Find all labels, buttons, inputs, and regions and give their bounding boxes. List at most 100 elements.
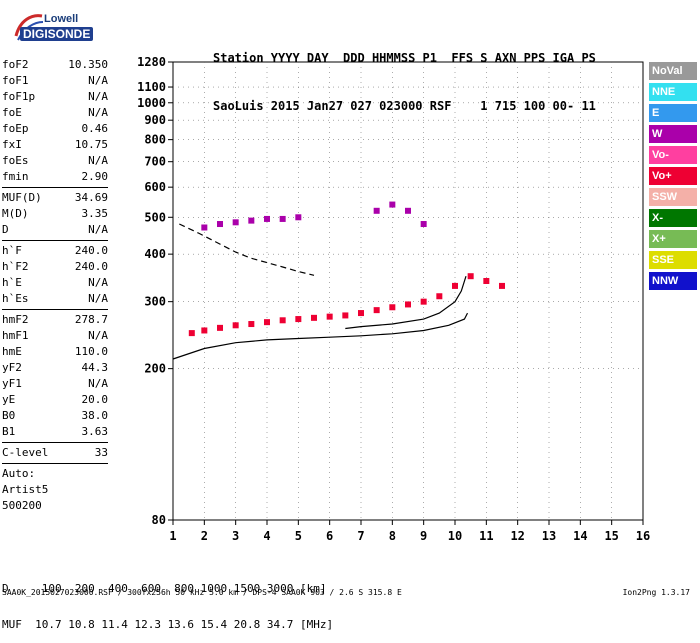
param-divider	[2, 309, 108, 310]
y-tick-label: 900	[144, 113, 166, 127]
param-row-mufd: MUF(D) 34.69	[2, 190, 108, 206]
x-tick-label: 10	[448, 529, 462, 543]
param-name: foEp	[2, 122, 29, 135]
data-point	[499, 282, 505, 289]
param-name: foF2	[2, 58, 29, 71]
x-tick-label: 14	[573, 529, 587, 543]
x-tick-label: 3	[232, 529, 239, 543]
y-tick-label: 300	[144, 295, 166, 309]
data-point	[373, 307, 380, 314]
x-tick-label: 8	[389, 529, 396, 543]
data-point	[342, 312, 349, 319]
y-tick-label: 700	[144, 155, 166, 169]
param-row-hf: h`F 240.0	[2, 243, 108, 259]
param-name: h`F2	[2, 260, 29, 273]
param-row-yf2: yF2 44.3	[2, 360, 108, 376]
param-divider	[2, 240, 108, 241]
x-tick-label: 16	[636, 529, 650, 543]
data-point	[248, 217, 255, 224]
legend-item-nnw: NNW	[649, 272, 697, 290]
param-divider	[2, 463, 108, 464]
param-row-fmin: fmin 2.90	[2, 169, 108, 185]
param-name: yF2	[2, 361, 22, 374]
param-name: hmF1	[2, 329, 29, 342]
legend-item-xplus: X+	[649, 230, 697, 248]
param-name: D	[2, 223, 9, 236]
param-name: C-level	[2, 446, 49, 459]
data-point	[232, 322, 239, 329]
y-tick-label: 800	[144, 133, 166, 147]
auto-info-line: Artist5	[2, 483, 49, 496]
param-row-fof2: foF2 10.350	[2, 57, 108, 73]
footer-muf-row: MUF 10.7 10.8 11.4 12.3 13.6 15.4 20.8 3…	[2, 618, 334, 631]
param-name: h`E	[2, 276, 22, 289]
param-name: h`F	[2, 244, 22, 257]
param-name: foF1p	[2, 90, 36, 103]
y-tick-label: 200	[144, 362, 166, 376]
data-point	[248, 321, 255, 328]
param-name: B1	[2, 425, 16, 438]
param-row-foep: foEp 0.46	[2, 121, 108, 137]
x-tick-label: 13	[542, 529, 556, 543]
legend-item-sse: SSE	[649, 251, 697, 269]
param-value: 3.63	[81, 425, 109, 438]
param-value: 20.0	[81, 393, 109, 406]
x-tick-label: 12	[510, 529, 524, 543]
auto-info-line: 500200	[2, 499, 42, 512]
data-point	[420, 221, 427, 228]
param-name: fxI	[2, 138, 22, 151]
param-row-ye: yE 20.0	[2, 392, 108, 408]
logo-swoosh-icon	[14, 14, 44, 41]
data-point	[188, 330, 195, 337]
chart-legend: NoVal NNE E W Vo- Vo+ SSW X- X+ SSE NNW	[649, 62, 697, 293]
auto-info-line: Auto:	[2, 467, 36, 480]
param-row-foe: foE N/A	[2, 105, 108, 121]
data-point	[452, 282, 458, 289]
data-point	[295, 316, 302, 323]
param-value: 10.75	[74, 138, 108, 151]
param-name: M(D)	[2, 207, 29, 220]
footer-file-info: SAA0K_2015027023000.RSF / 300fx256h 50 k…	[2, 588, 402, 597]
param-row-hes: h`Es N/A	[2, 291, 108, 307]
data-point	[217, 221, 223, 228]
param-divider	[2, 442, 108, 443]
logo-top-text: Lowell	[44, 13, 79, 25]
data-point	[405, 207, 411, 214]
data-point	[405, 301, 411, 308]
param-row-he: h`E N/A	[2, 275, 108, 291]
param-row-foes: foEs N/A	[2, 153, 108, 169]
param-value: 34.69	[74, 191, 108, 204]
param-row-md: M(D) 3.35	[2, 206, 108, 222]
ionogram-chart: 1 2 3 4 5 6 7 8 9 10 11 12 13 14 15 1680200300400500600…	[137, 55, 650, 543]
param-name: MUF(D)	[2, 191, 42, 204]
param-value: 278.7	[74, 313, 108, 326]
param-row-hme: hmE 110.0	[2, 344, 108, 360]
x-tick-label: 4	[263, 529, 270, 543]
legend-item-w: W	[649, 125, 697, 143]
param-value: 110.0	[74, 345, 108, 358]
footer-version: Ion2Png 1.3.17	[622, 588, 690, 597]
data-point	[420, 298, 427, 305]
y-tick-label: 80	[152, 513, 166, 527]
header-values: SaoLuis 2015 Jan27 027 023000 RSF 1 715 …	[213, 99, 596, 113]
param-value: N/A	[88, 223, 108, 236]
param-row-hmf2: hmF2 278.7	[2, 312, 108, 328]
data-point	[217, 324, 223, 331]
x-tick-label: 15	[604, 529, 618, 543]
y-tick-label: 600	[144, 180, 166, 194]
param-name: hmE	[2, 345, 22, 358]
data-point	[389, 304, 396, 311]
data-point	[326, 313, 333, 320]
param-value: N/A	[88, 329, 108, 342]
y-tick-label: 1000	[137, 96, 166, 110]
y-tick-label: 500	[144, 210, 166, 224]
legend-item-nne: NNE	[649, 83, 697, 101]
data-point	[264, 215, 270, 222]
legend-item-vominus: Vo-	[649, 146, 697, 164]
param-value: 33	[94, 446, 108, 459]
data-point	[279, 317, 286, 324]
param-name: yF1	[2, 377, 22, 390]
x-tick-label: 7	[357, 529, 364, 543]
param-row-hf2: h`F2 240.0	[2, 259, 108, 275]
profile-curve-true-height-black	[345, 276, 467, 330]
